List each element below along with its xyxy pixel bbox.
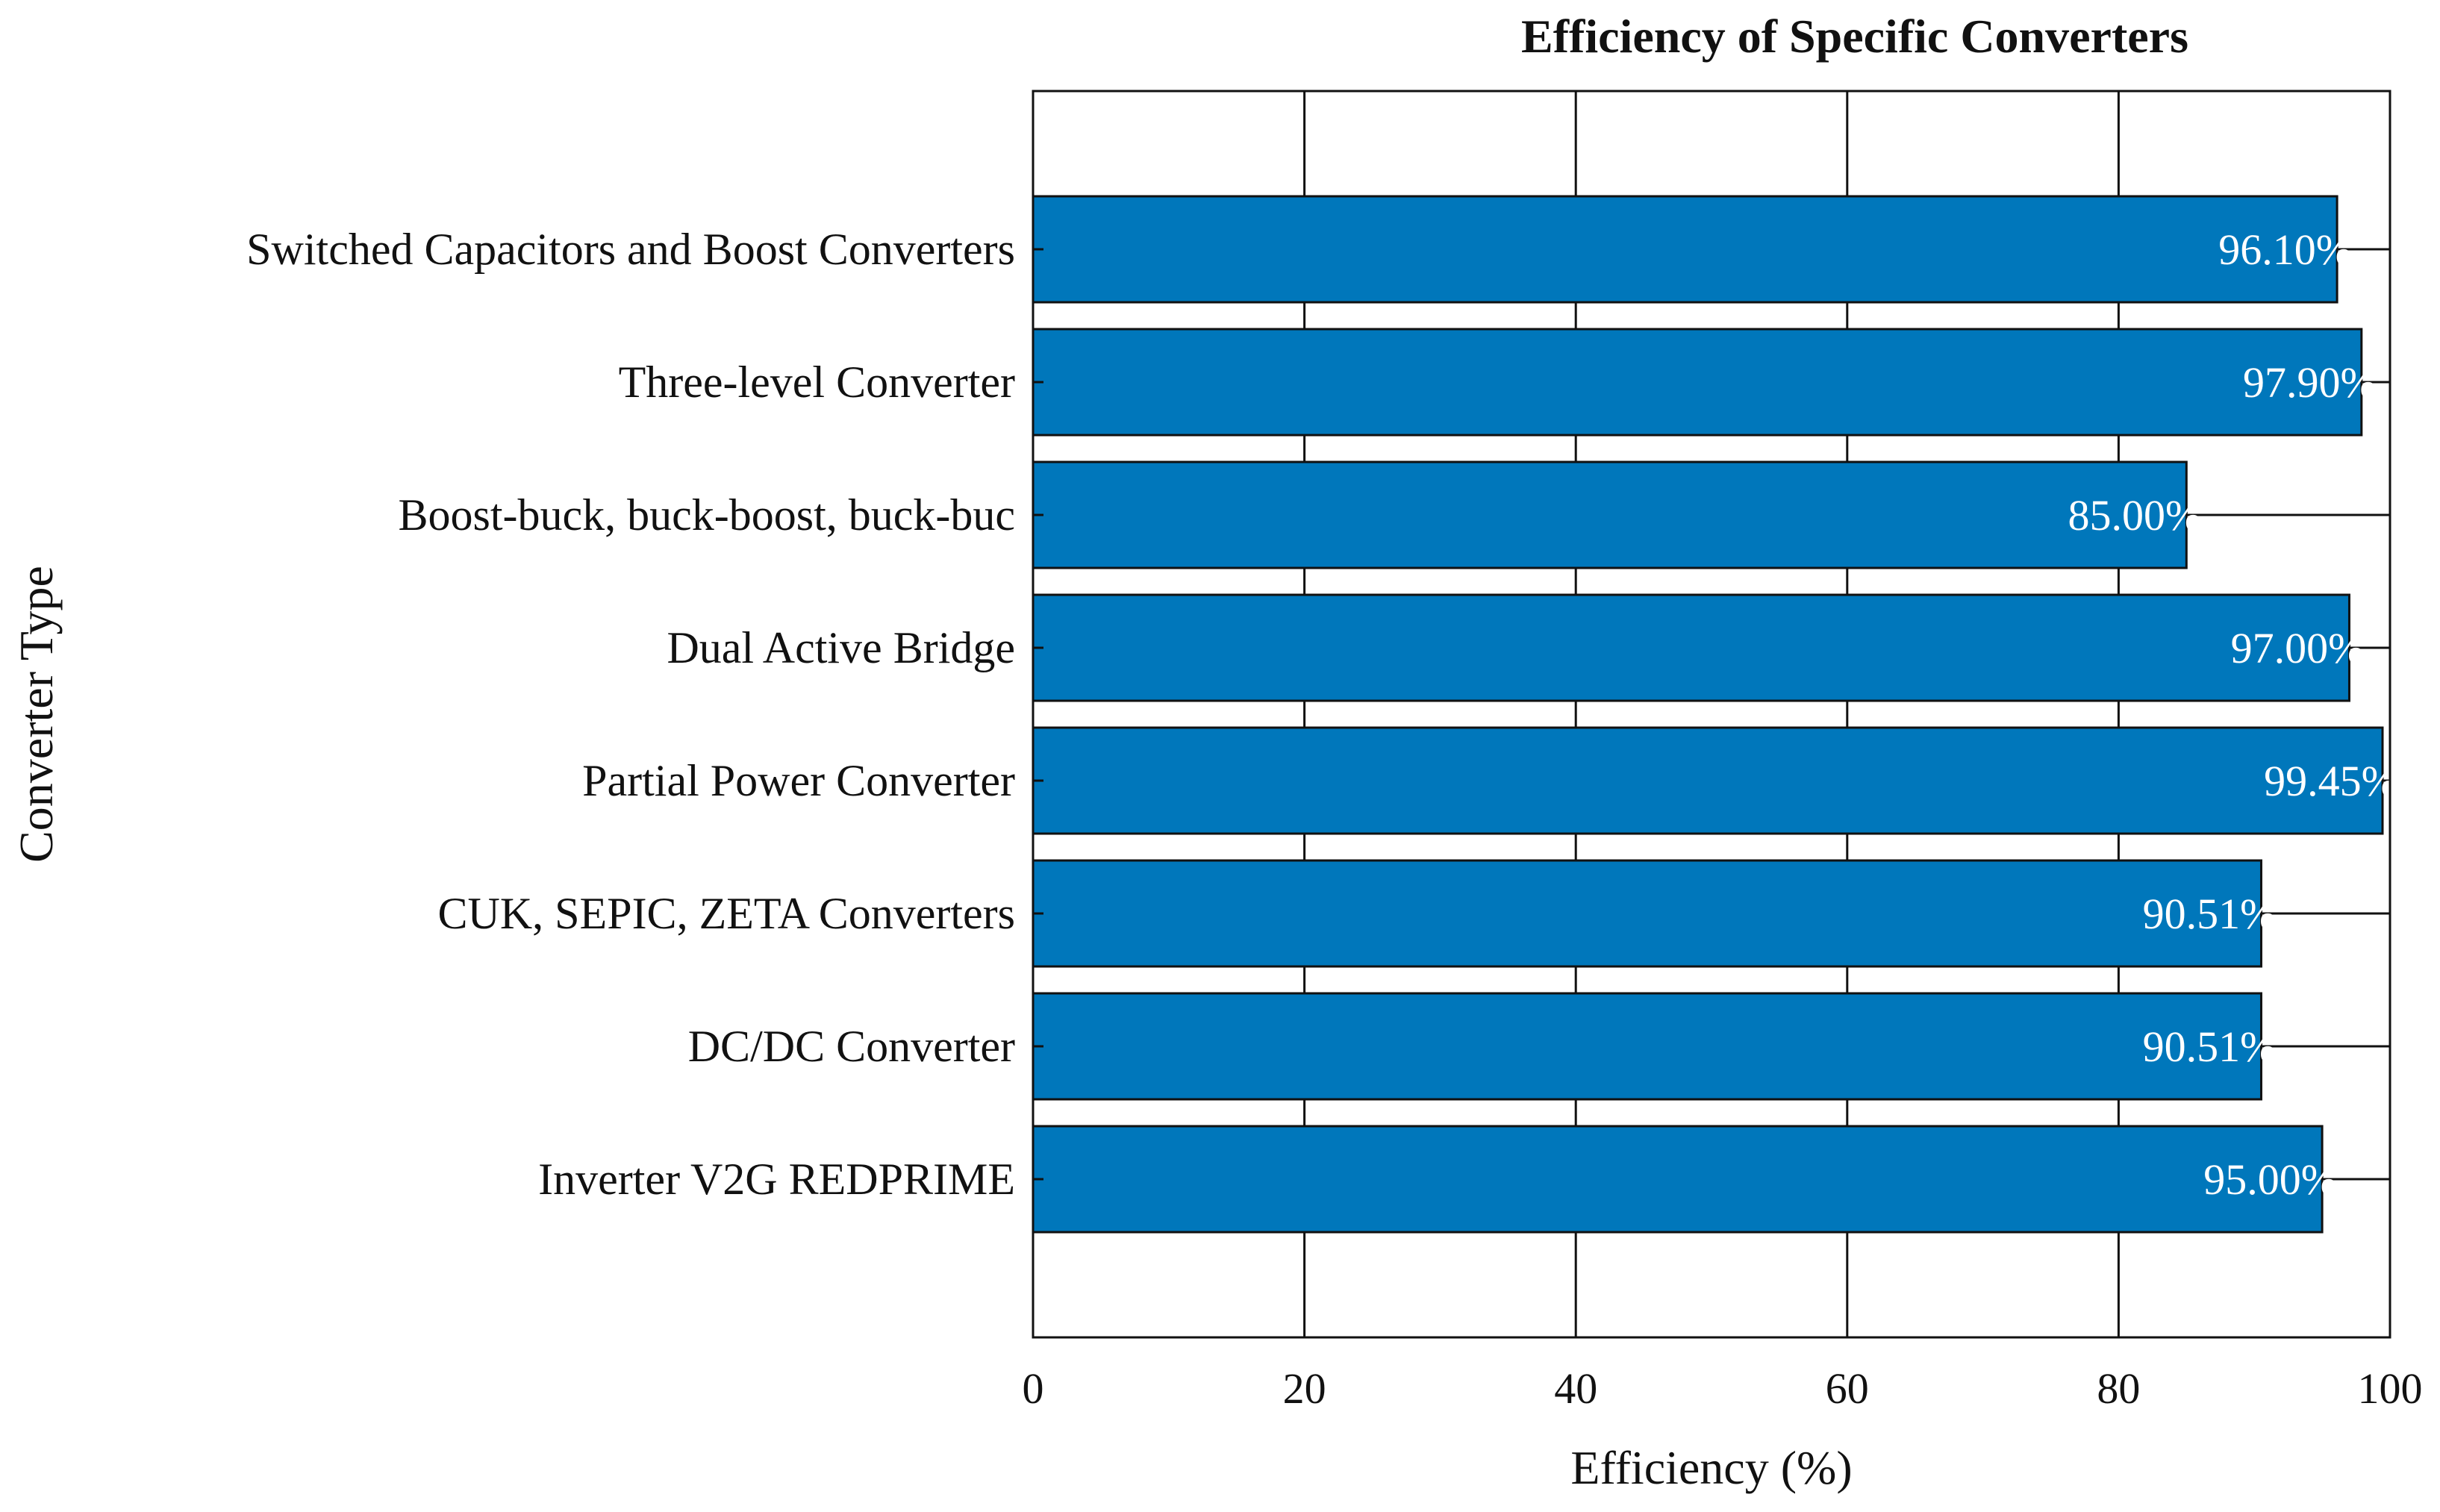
bar-value-label: 97.00% (2231, 624, 2365, 672)
bar-value-label: 90.51% (2143, 1022, 2277, 1071)
x-tick-label: 60 (1826, 1364, 1869, 1413)
category-label: Inverter V2G REDPRIME (538, 1155, 1015, 1204)
category-label: Boost-buck, buck-boost, buck-buc (398, 490, 1015, 540)
bar-value-label: 95.00% (2203, 1155, 2337, 1204)
category-label: Dual Active Bridge (667, 623, 1015, 672)
bar (1032, 460, 2188, 569)
bar (1032, 328, 2363, 437)
y-ticks (1033, 248, 1043, 1181)
category-label: Three-level Converter (619, 357, 1015, 407)
bars: 96.10% 97.90% 85.00% 97.00% 99.45% 90.51% 90.5… (1032, 195, 2397, 1234)
bar (1032, 726, 2384, 835)
bar (1032, 859, 2262, 968)
category-label: Switched Capacitors and Boost Converters (246, 225, 1015, 274)
bar (1032, 593, 2350, 702)
plot-area-frame (1032, 90, 2391, 1339)
x-tick-label: 80 (2097, 1364, 2140, 1413)
bar-value-label: 96.10% (2218, 225, 2352, 274)
category-label: CUK, SEPIC, ZETA Converters (438, 889, 1016, 938)
x-tick-label: 40 (1554, 1364, 1597, 1413)
y-axis-label: Converter Type (10, 566, 63, 863)
x-tick-label: 100 (2358, 1364, 2423, 1413)
chart-title: Efficiency of Specific Converters (1521, 10, 2188, 63)
bar-value-label: 99.45% (2264, 757, 2397, 805)
bar-value-label: 90.51% (2143, 890, 2277, 938)
x-tick-label: 0 (1023, 1364, 1044, 1413)
x-tick-labels: 0 20 40 60 80 100 (1023, 1364, 2423, 1413)
category-label: DC/DC Converter (688, 1022, 1015, 1071)
bar (1032, 1125, 2324, 1234)
x-axis-label: Efficiency (%) (1570, 1441, 1852, 1494)
category-label: Partial Power Converter (582, 756, 1015, 805)
x-tick-label: 20 (1283, 1364, 1326, 1413)
bar (1032, 195, 2338, 304)
bar-value-label: 85.00% (2068, 491, 2201, 540)
bar-value-label: 97.90% (2243, 358, 2377, 407)
bar (1032, 992, 2262, 1101)
category-labels: Switched Capacitors and Boost Converters… (246, 225, 1015, 1204)
